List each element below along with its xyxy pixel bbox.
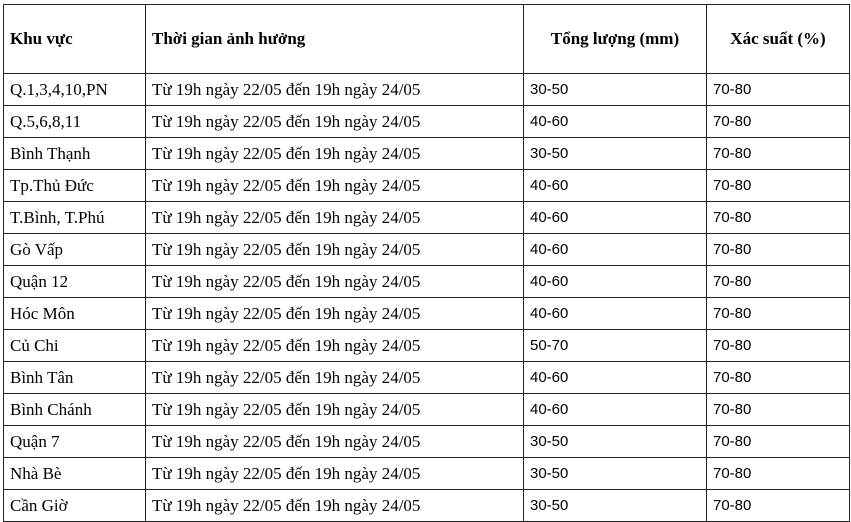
area-cell: Quận 7: [3, 425, 146, 458]
time-cell: Từ 19h ngày 22/05 đến 19h ngày 24/05: [145, 457, 524, 490]
total-cell: 30-50: [523, 457, 707, 490]
probability-cell: 70-80: [706, 329, 850, 362]
area-cell: Q.5,6,8,11: [3, 105, 146, 138]
probability-cell: 70-80: [706, 425, 850, 458]
header-time: Thời gian ảnh hưởng: [145, 4, 524, 74]
table-row: T.Bình, T.Phú Từ 19h ngày 22/05 đến 19h n…: [3, 201, 850, 234]
time-cell: Từ 19h ngày 22/05 đến 19h ngày 24/05: [145, 489, 524, 522]
area-cell: Bình Chánh: [3, 393, 146, 426]
probability-cell: 70-80: [706, 169, 850, 202]
total-cell: 40-60: [523, 169, 707, 202]
area-cell: T.Bình, T.Phú: [3, 201, 146, 234]
probability-cell: 70-80: [706, 201, 850, 234]
table-row: Tp.Thủ Đức Từ 19h ngày 22/05 đến 19h ngày…: [3, 169, 850, 202]
table-row: Bình Thạnh Từ 19h ngày 22/05 đến 19h ngày…: [3, 137, 850, 170]
total-cell: 40-60: [523, 393, 707, 426]
total-cell: 30-50: [523, 137, 707, 170]
time-cell: Từ 19h ngày 22/05 đến 19h ngày 24/05: [145, 361, 524, 394]
probability-cell: 70-80: [706, 233, 850, 266]
probability-cell: 70-80: [706, 489, 850, 522]
time-cell: Từ 19h ngày 22/05 đến 19h ngày 24/05: [145, 169, 524, 202]
table-row: Cần Giờ Từ 19h ngày 22/05 đến 19h ngày 24…: [3, 489, 850, 522]
table-row: Nhà Bè Từ 19h ngày 22/05 đến 19h ngày 24/…: [3, 457, 850, 490]
rainfall-table: Khu vực Thời gian ảnh hưởng Tổng lượng (…: [3, 4, 850, 522]
table-row: Bình Chánh Từ 19h ngày 22/05 đến 19h ngày…: [3, 393, 850, 426]
total-cell: 40-60: [523, 233, 707, 266]
time-cell: Từ 19h ngày 22/05 đến 19h ngày 24/05: [145, 137, 524, 170]
area-cell: Q.1,3,4,10,PN: [3, 73, 146, 106]
probability-cell: 70-80: [706, 73, 850, 106]
time-cell: Từ 19h ngày 22/05 đến 19h ngày 24/05: [145, 393, 524, 426]
time-cell: Từ 19h ngày 22/05 đến 19h ngày 24/05: [145, 425, 524, 458]
time-cell: Từ 19h ngày 22/05 đến 19h ngày 24/05: [145, 233, 524, 266]
time-cell: Từ 19h ngày 22/05 đến 19h ngày 24/05: [145, 329, 524, 362]
time-cell: Từ 19h ngày 22/05 đến 19h ngày 24/05: [145, 73, 524, 106]
table-row: Quận 7 Từ 19h ngày 22/05 đến 19h ngày 24/…: [3, 425, 850, 458]
probability-cell: 70-80: [706, 393, 850, 426]
table-row: Củ Chi Từ 19h ngày 22/05 đến 19h ngày 24/…: [3, 329, 850, 362]
total-cell: 30-50: [523, 489, 707, 522]
table-row: Quận 12 Từ 19h ngày 22/05 đến 19h ngày 24…: [3, 265, 850, 298]
probability-cell: 70-80: [706, 361, 850, 394]
probability-cell: 70-80: [706, 105, 850, 138]
header-area: Khu vực: [3, 4, 146, 74]
total-cell: 30-50: [523, 73, 707, 106]
time-cell: Từ 19h ngày 22/05 đến 19h ngày 24/05: [145, 297, 524, 330]
probability-cell: 70-80: [706, 457, 850, 490]
header-total: Tổng lượng (mm): [523, 4, 707, 74]
probability-cell: 70-80: [706, 265, 850, 298]
total-cell: 40-60: [523, 201, 707, 234]
total-cell: 40-60: [523, 265, 707, 298]
area-cell: Tp.Thủ Đức: [3, 169, 146, 202]
table-row: Q.1,3,4,10,PN Từ 19h ngày 22/05 đến 19h n…: [3, 73, 850, 106]
area-cell: Nhà Bè: [3, 457, 146, 490]
table-row: Hóc Môn Từ 19h ngày 22/05 đến 19h ngày 24…: [3, 297, 850, 330]
area-cell: Bình Thạnh: [3, 137, 146, 170]
total-cell: 50-70: [523, 329, 707, 362]
table-row: Gò Vấp Từ 19h ngày 22/05 đến 19h ngày 24/…: [3, 233, 850, 266]
total-cell: 30-50: [523, 425, 707, 458]
total-cell: 40-60: [523, 297, 707, 330]
probability-cell: 70-80: [706, 297, 850, 330]
table-row: Q.5,6,8,11 Từ 19h ngày 22/05 đến 19h ngày…: [3, 105, 850, 138]
area-cell: Củ Chi: [3, 329, 146, 362]
area-cell: Bình Tân: [3, 361, 146, 394]
table-row: Bình Tân Từ 19h ngày 22/05 đến 19h ngày 2…: [3, 361, 850, 394]
total-cell: 40-60: [523, 105, 707, 138]
probability-cell: 70-80: [706, 137, 850, 170]
header-probability: Xác suất (%): [706, 4, 850, 74]
total-cell: 40-60: [523, 361, 707, 394]
time-cell: Từ 19h ngày 22/05 đến 19h ngày 24/05: [145, 105, 524, 138]
time-cell: Từ 19h ngày 22/05 đến 19h ngày 24/05: [145, 201, 524, 234]
area-cell: Cần Giờ: [3, 489, 146, 522]
area-cell: Gò Vấp: [3, 233, 146, 266]
area-cell: Hóc Môn: [3, 297, 146, 330]
header-row: Khu vực Thời gian ảnh hưởng Tổng lượng (…: [3, 4, 850, 74]
area-cell: Quận 12: [3, 265, 146, 298]
time-cell: Từ 19h ngày 22/05 đến 19h ngày 24/05: [145, 265, 524, 298]
